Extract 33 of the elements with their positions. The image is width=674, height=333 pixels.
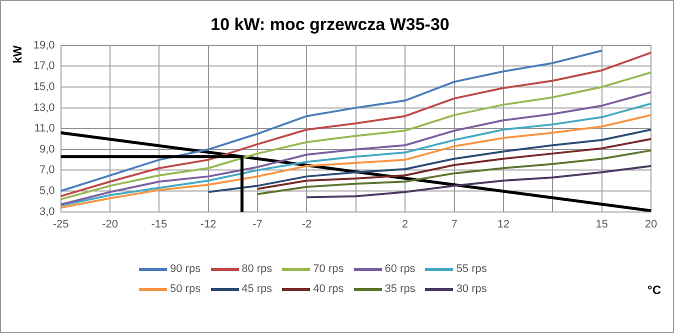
y-tick-label: 9,0	[40, 143, 55, 156]
chart-title: 10 kW: moc grzewcza W35-30	[210, 14, 450, 34]
y-tick-label: 5,0	[40, 185, 55, 198]
x-tick-label: 15	[596, 218, 608, 230]
x-tick-label: 20	[644, 218, 658, 230]
y-tick-label: 11,0	[34, 122, 55, 135]
x-tick-label: -2	[302, 218, 312, 230]
legend-label: 40 rps	[313, 283, 344, 295]
x-tick-label: -12	[200, 218, 216, 230]
legend-label: 80 rps	[242, 263, 272, 275]
text: °C	[648, 283, 661, 297]
y-tick-label: 17,0	[33, 60, 55, 72]
x-tick-label: 7	[451, 218, 458, 230]
legend-label: 90 rps	[170, 263, 201, 275]
y-tick-label: 3,0	[40, 206, 55, 218]
y-tick-label: 13,0	[33, 102, 55, 114]
x-tick-label: -7	[252, 218, 262, 230]
x-tick-label: 2	[402, 218, 408, 230]
x-tick-label: -25	[52, 218, 69, 230]
legend-label: 50 rps	[170, 283, 201, 295]
legend-label: 30 rps	[456, 283, 487, 295]
legend-label: 70 rps	[313, 263, 344, 275]
y-tick-label: 7,0	[40, 164, 55, 176]
legend-label: 55 rps	[456, 263, 487, 275]
x-tick-label: 12	[497, 218, 510, 230]
y-tick-label: 19,0	[33, 39, 55, 52]
legend-label: 60 rps	[384, 263, 416, 275]
legend-label: 45 rps	[242, 283, 272, 295]
legend-label: 35 rps	[384, 283, 416, 295]
x-tick-label: -15	[151, 218, 168, 230]
y-axis-title: kW	[10, 44, 25, 64]
y-tick-label: 15,0	[33, 81, 55, 94]
x-tick-label: -20	[102, 218, 118, 230]
